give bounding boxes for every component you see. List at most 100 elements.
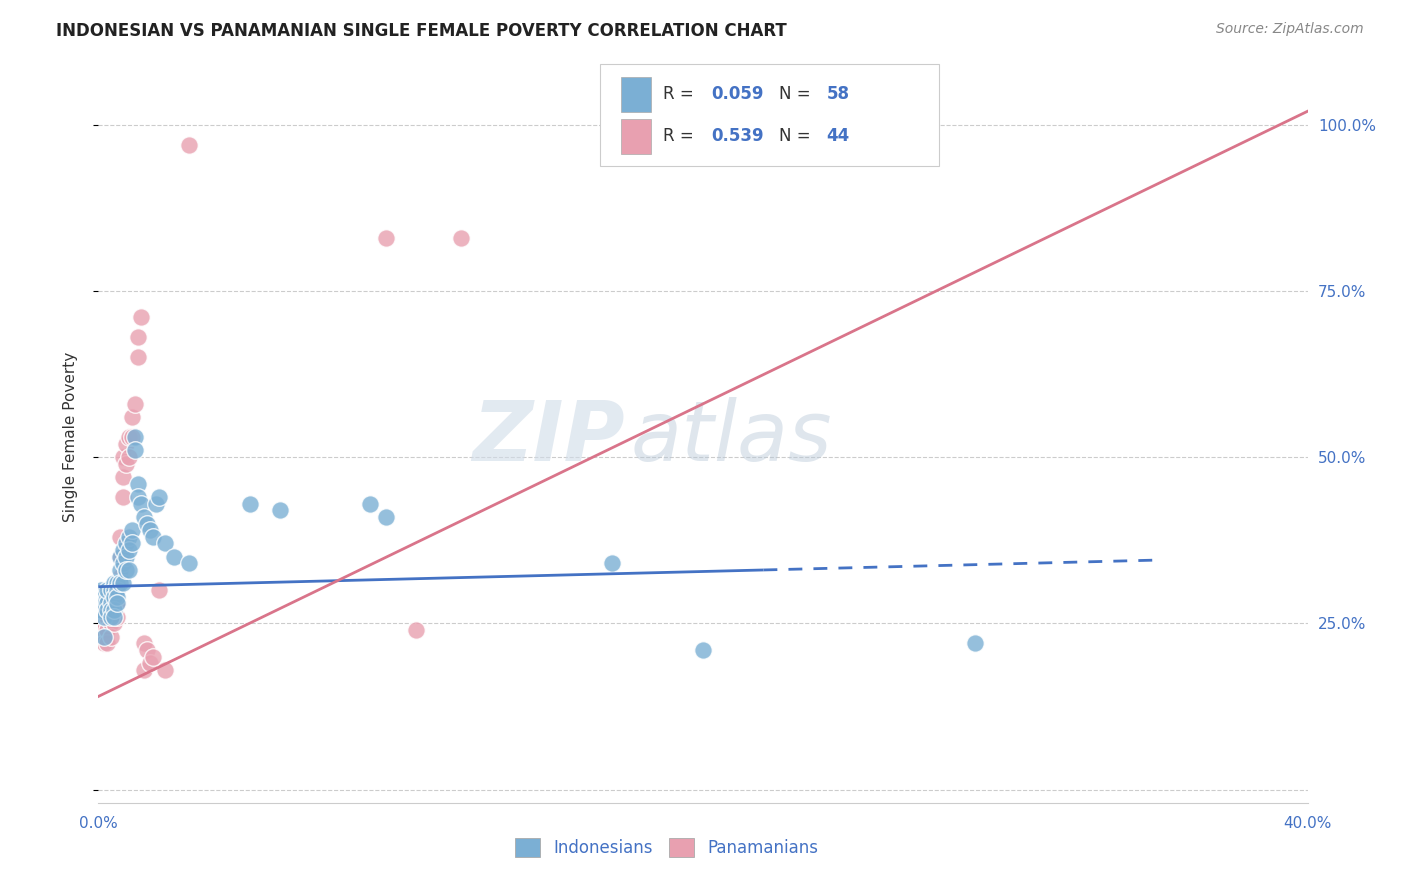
Point: [105, 582, 128, 597]
Point: [118, 563, 141, 577]
Point: [132, 663, 155, 677]
Text: INDONESIAN VS PANAMANIAN SINGLE FEMALE POVERTY CORRELATION CHART: INDONESIAN VS PANAMANIAN SINGLE FEMALE P…: [56, 22, 787, 40]
Text: 58: 58: [827, 86, 849, 103]
Point: [103, 616, 125, 631]
Point: [105, 596, 128, 610]
Point: [111, 450, 134, 464]
Point: [374, 509, 396, 524]
Point: [118, 530, 141, 544]
Point: [127, 351, 149, 365]
Point: [111, 490, 134, 504]
Point: [90, 582, 112, 597]
Point: [96, 590, 118, 604]
Point: [121, 536, 143, 550]
Point: [103, 582, 125, 597]
Point: [602, 557, 624, 571]
Point: [114, 536, 136, 550]
Point: [96, 636, 118, 650]
Point: [118, 450, 141, 464]
Point: [405, 623, 427, 637]
FancyBboxPatch shape: [621, 119, 651, 153]
Text: ZIP: ZIP: [472, 397, 624, 477]
Point: [124, 443, 146, 458]
Point: [269, 503, 291, 517]
Point: [90, 603, 112, 617]
Point: [127, 330, 149, 344]
Text: 0.059: 0.059: [711, 86, 763, 103]
Point: [93, 609, 115, 624]
Point: [360, 497, 382, 511]
Point: [103, 582, 125, 597]
Point: [692, 643, 714, 657]
Point: [153, 536, 176, 550]
Point: [179, 557, 201, 571]
Point: [129, 497, 152, 511]
Point: [142, 530, 165, 544]
Legend: Indonesians, Panamanians: Indonesians, Panamanians: [508, 831, 825, 864]
Point: [93, 636, 115, 650]
Point: [127, 490, 149, 504]
Point: [96, 603, 118, 617]
Point: [105, 576, 128, 591]
Point: [103, 609, 125, 624]
Point: [179, 137, 201, 152]
Point: [127, 476, 149, 491]
Point: [103, 590, 125, 604]
Point: [139, 656, 162, 670]
Point: [108, 563, 131, 577]
Point: [111, 543, 134, 558]
Point: [96, 609, 118, 624]
Point: [100, 582, 122, 597]
Point: [118, 543, 141, 558]
Point: [114, 549, 136, 564]
Point: [114, 436, 136, 450]
Text: atlas: atlas: [630, 397, 832, 477]
Point: [148, 490, 170, 504]
Point: [93, 630, 115, 644]
Text: N =: N =: [779, 86, 815, 103]
Point: [139, 523, 162, 537]
Point: [100, 596, 122, 610]
Point: [100, 630, 122, 644]
Point: [100, 616, 122, 631]
Point: [163, 549, 186, 564]
Point: [93, 590, 115, 604]
Point: [114, 457, 136, 471]
Point: [135, 516, 157, 531]
Point: [965, 636, 987, 650]
Point: [100, 603, 122, 617]
Point: [111, 576, 134, 591]
Point: [111, 557, 134, 571]
Point: [132, 509, 155, 524]
Point: [100, 596, 122, 610]
Point: [145, 497, 167, 511]
Point: [93, 623, 115, 637]
Point: [105, 596, 128, 610]
FancyBboxPatch shape: [600, 64, 939, 167]
Point: [121, 523, 143, 537]
Point: [114, 563, 136, 577]
Text: R =: R =: [664, 128, 699, 145]
Point: [96, 623, 118, 637]
Point: [111, 470, 134, 484]
Text: 44: 44: [827, 128, 849, 145]
FancyBboxPatch shape: [621, 77, 651, 112]
Point: [121, 430, 143, 444]
Point: [118, 430, 141, 444]
Point: [132, 636, 155, 650]
Point: [93, 596, 115, 610]
Point: [96, 596, 118, 610]
Point: [374, 230, 396, 244]
Text: 0.539: 0.539: [711, 128, 763, 145]
Point: [239, 497, 262, 511]
Point: [105, 582, 128, 597]
Point: [108, 549, 131, 564]
Point: [90, 603, 112, 617]
Text: R =: R =: [664, 86, 699, 103]
Point: [450, 230, 472, 244]
Point: [129, 310, 152, 325]
Point: [108, 570, 131, 584]
Point: [153, 663, 176, 677]
Text: N =: N =: [779, 128, 815, 145]
Point: [108, 549, 131, 564]
